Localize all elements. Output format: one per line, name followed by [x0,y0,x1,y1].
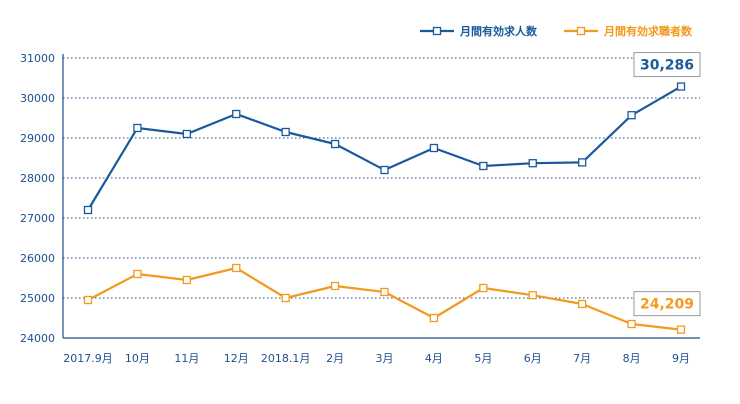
x-tick-label: 6月 [524,352,542,365]
data-point [83,295,93,305]
x-tick-label: 3月 [376,352,394,365]
x-tick-label: 2月 [326,352,344,365]
x-tick-label: 7月 [573,352,591,365]
x-tick-label: 4月 [425,352,443,365]
series-line-2 [87,266,682,331]
data-point [479,161,488,171]
grid-layer [63,57,700,299]
data-point [627,111,636,120]
axis-layer: 31000 30000 29000 28000 27000 26000 25000 24000… [20,52,700,365]
data-point [232,263,241,273]
x-tick-label: 11月 [174,352,199,365]
data-point [676,82,686,91]
x-tick-label: 2017.9月 [63,352,113,365]
y-tick-label: 31000 [20,52,55,65]
x-tick-label: 10月 [125,352,150,365]
data-point [182,275,191,285]
x-tick-label: 5月 [474,352,492,365]
x-tick-label: 8月 [623,352,641,365]
y-tick-label: 29000 [20,132,55,145]
callout-box [633,52,701,78]
x-tick-label: 2018.1月 [261,352,311,365]
data-point [133,269,142,279]
data-point [429,313,439,323]
data-point [133,123,142,133]
data-point [479,283,488,293]
data-point [281,127,290,137]
x-tick-label: 9月 [672,352,690,365]
data-point [528,159,537,168]
data-point [380,287,389,297]
legend-marker [576,26,586,36]
y-tick-label: 30000 [20,92,55,105]
x-tick-label: 12月 [224,352,249,365]
callout-box [633,291,701,317]
y-tick-label: 27000 [20,212,55,225]
data-point [281,293,290,303]
legend-label: 月間有効求人数 [459,24,538,38]
data-point [83,205,93,215]
legend-marker [432,26,442,36]
legend: 月間有効求人数 月間有効求職者数 [420,24,693,38]
y-tick-label: 26000 [20,252,55,265]
callout-label: 30,286 [640,58,694,74]
legend-label: 月間有効求職者数 [603,24,693,38]
data-point [528,291,537,300]
y-tick-label: 28000 [20,172,55,185]
data-point [676,325,686,334]
data-point [330,281,340,291]
data-point [380,165,389,175]
data-point [232,109,241,119]
callout-layer: 30,286 24,209 [633,52,701,317]
series-layer [83,82,686,334]
y-tick-label: 25000 [20,292,55,305]
data-point [578,299,587,309]
data-point [627,319,636,329]
data-point [578,158,587,167]
data-point [330,139,340,149]
data-point [182,129,191,139]
callout-label: 24,209 [640,297,694,313]
series-line-1 [87,85,682,211]
data-point [429,143,439,153]
y-tick-label: 24000 [20,332,55,345]
